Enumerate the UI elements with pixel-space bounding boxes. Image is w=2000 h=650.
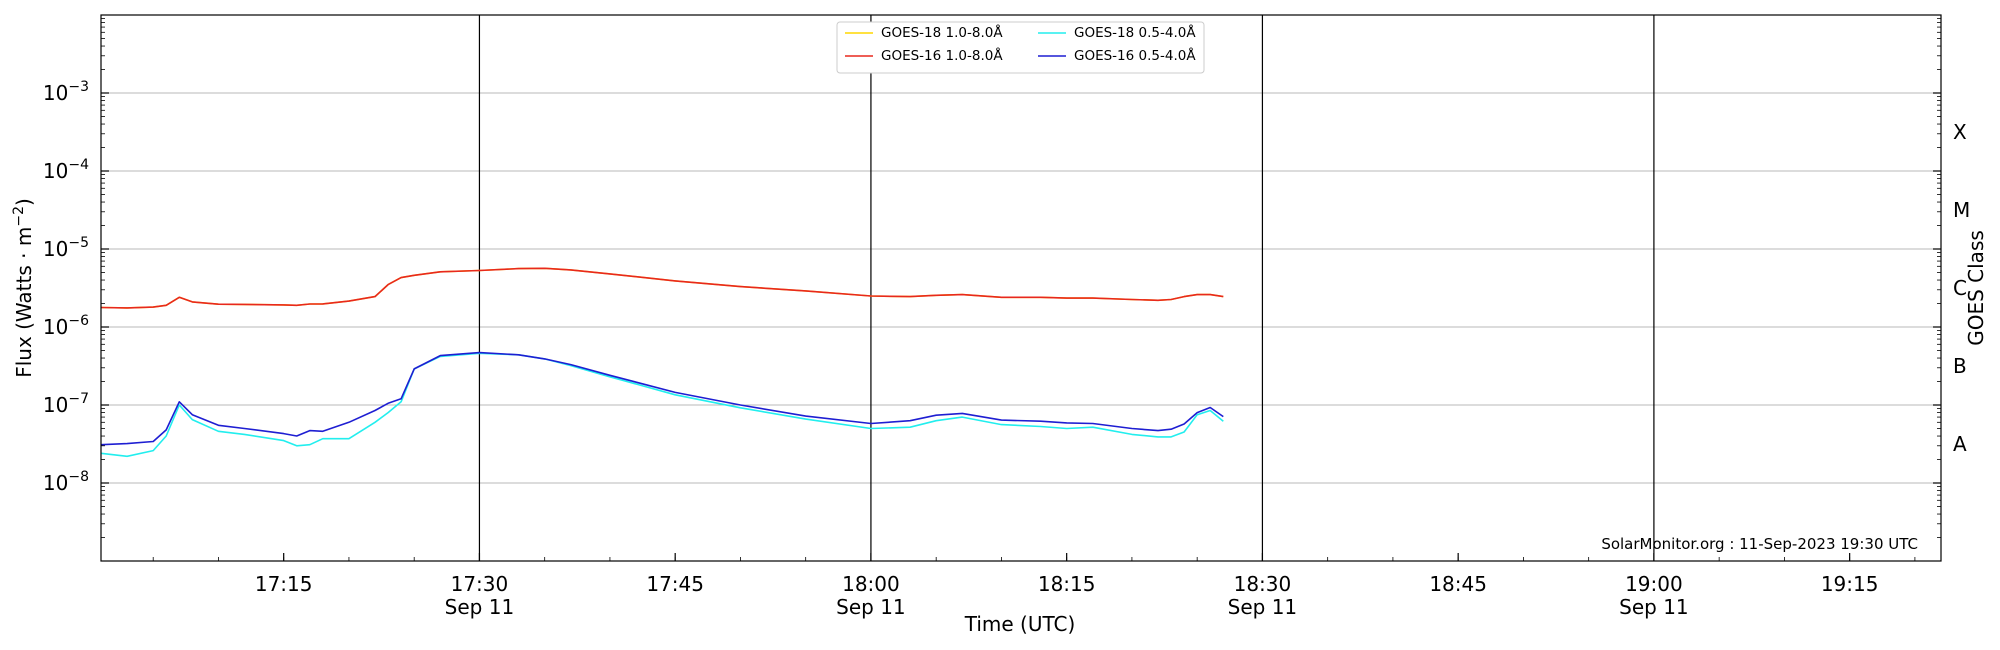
legend-box: [836, 21, 1205, 74]
y-axis-label-sup: −2: [11, 206, 27, 227]
goes-class-labels: X M C B A: [1953, 120, 1970, 456]
x-tick-date: Sep 11: [1228, 595, 1298, 619]
series-line: [100, 351, 1224, 446]
y-tick-base: 10: [43, 393, 68, 417]
y-tick-exponent: −7: [68, 391, 89, 407]
y-tick-label: 10−3: [43, 79, 89, 105]
y-tick-exponent: −8: [68, 469, 89, 485]
x-tick-label: 18:45: [1429, 572, 1487, 596]
series-line: [100, 267, 1224, 309]
plot-frame: [100, 14, 1942, 562]
y-tick-base: 10: [43, 159, 68, 183]
series-group: [100, 267, 1224, 458]
y-tick-label: 10−6: [43, 313, 89, 339]
x-tick-label: 17:45: [646, 572, 704, 596]
y-tick-label: 10−5: [43, 235, 89, 261]
x-tick-label: 18:00: [842, 572, 900, 596]
series-line: [100, 267, 1224, 309]
x-tick-date: Sep 11: [1619, 595, 1689, 619]
y-tick-label: 10−4: [43, 157, 89, 183]
x-tick-label: 17:15: [255, 572, 313, 596]
credit-text: SolarMonitor.org : 11-Sep-2023 19:30 UTC: [1601, 535, 1918, 553]
right-axis-label: GOES Class: [1964, 230, 1988, 346]
x-axis-label: Time (UTC): [964, 612, 1076, 636]
y-tick-label: 10−7: [43, 391, 89, 417]
y-axis-label-main: Flux (Watts · m: [12, 227, 36, 378]
goes-class-M: M: [1953, 198, 1970, 222]
x-tick-date: Sep 11: [836, 595, 906, 619]
x-tick-label: 19:15: [1821, 572, 1879, 596]
x-tick-label: 19:00: [1625, 572, 1683, 596]
y-tick-base: 10: [43, 315, 68, 339]
legend-label: GOES-16 1.0-8.0Å: [881, 47, 1003, 64]
x-tick-label: 18:30: [1234, 572, 1292, 596]
vertical-time-lines: [478, 15, 1655, 561]
y-tick-base: 10: [43, 471, 68, 495]
x-tick-label: 17:30: [451, 572, 509, 596]
x-tick-date: Sep 11: [445, 595, 515, 619]
y-axis-label: Flux (Watts · m−2): [11, 198, 36, 378]
goes-class-B: B: [1953, 354, 1967, 378]
y-tick-exponent: −6: [68, 313, 89, 329]
horizontal-grid: [101, 92, 1941, 484]
goes-class-A: A: [1953, 432, 1967, 456]
y-tick-label: 10−8: [43, 469, 89, 495]
y-tick-exponent: −3: [68, 79, 89, 95]
legend: GOES-18 1.0-8.0Å GOES-16 1.0-8.0Å GOES-18 …: [836, 21, 1205, 74]
y-tick-exponent: −4: [68, 157, 89, 173]
legend-label: GOES-18 1.0-8.0Å: [881, 24, 1003, 41]
x-tick-label: 18:15: [1038, 572, 1096, 596]
legend-label: GOES-18 0.5-4.0Å: [1074, 24, 1196, 41]
y-tick-base: 10: [43, 237, 68, 261]
y-tick-exponent: −5: [68, 235, 89, 251]
y-axis-ticks: 10−310−410−510−610−710−8: [43, 18, 1941, 538]
legend-label: GOES-16 0.5-4.0Å: [1074, 47, 1196, 64]
y-tick-base: 10: [43, 81, 68, 105]
y-axis-label-close: ): [12, 198, 36, 206]
goes-class-X: X: [1953, 120, 1967, 144]
goes-class-C: C: [1953, 276, 1967, 300]
